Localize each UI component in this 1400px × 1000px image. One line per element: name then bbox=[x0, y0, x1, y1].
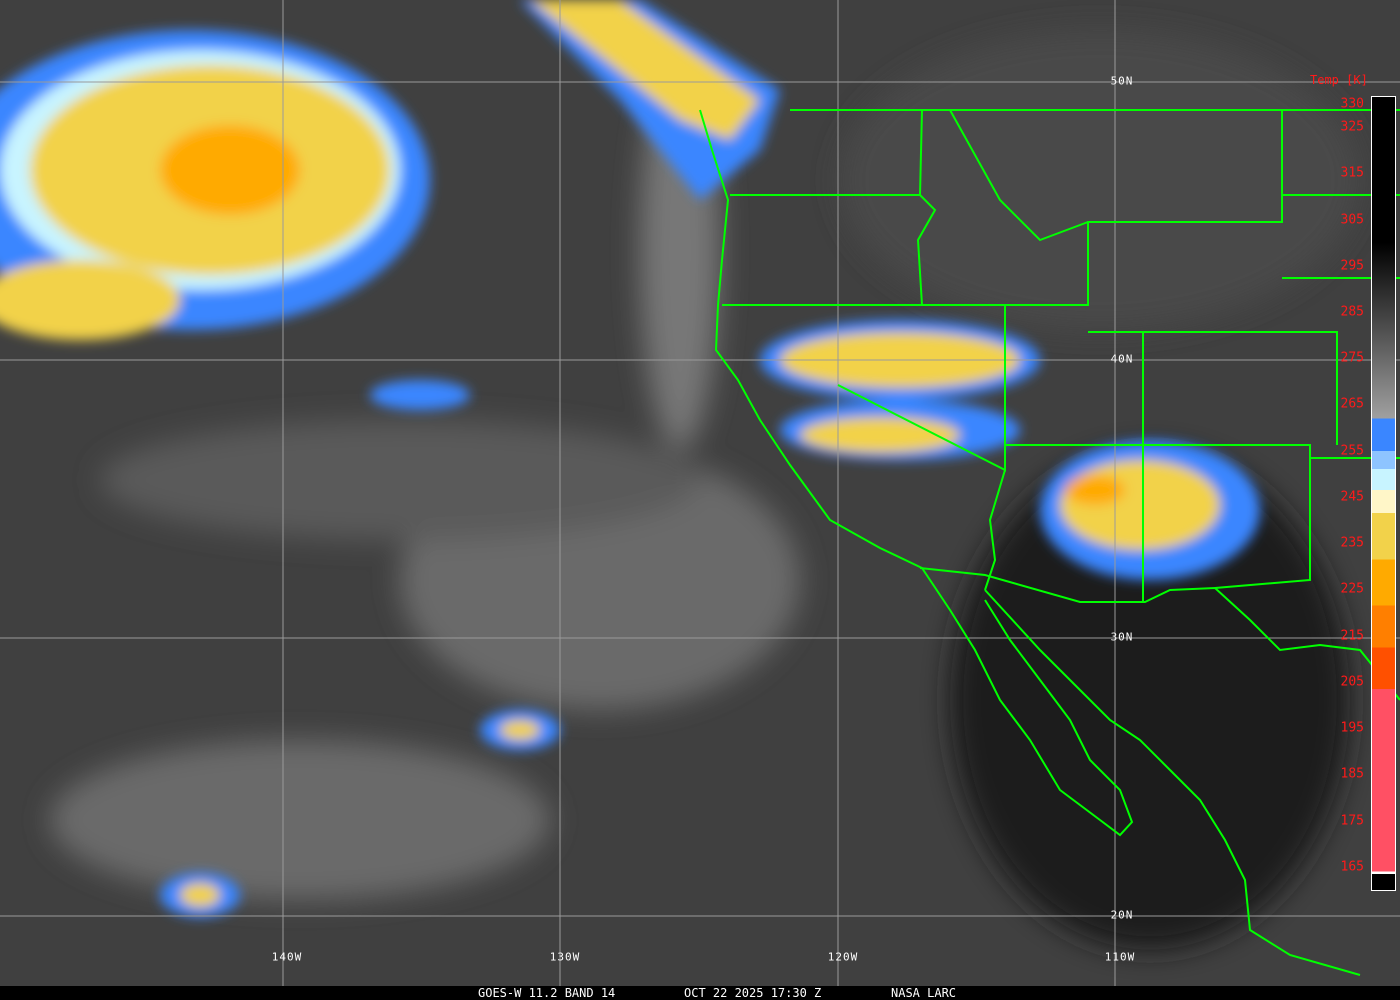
coastline-us bbox=[699, 109, 1134, 837]
lon-label-140w: 140W bbox=[271, 950, 303, 964]
colorbar-tick-label: 285 bbox=[1340, 304, 1364, 320]
footer-bar: GOES-W 11.2 BAND 14 OCT 22 2025 17:30 Z … bbox=[0, 986, 1400, 1000]
colorbar-tick-label: 205 bbox=[1340, 674, 1364, 690]
colorbar-title: Temp [K] bbox=[1310, 73, 1368, 87]
colorbar-tick-label: 225 bbox=[1340, 581, 1364, 597]
colorbar-tick-label: 275 bbox=[1340, 350, 1364, 366]
lat-label-40n: 40N bbox=[1110, 352, 1134, 366]
lon-label-130w: 130W bbox=[549, 950, 581, 964]
lat-label-50n: 50N bbox=[1110, 74, 1134, 88]
colorbar-tick-label: 255 bbox=[1340, 443, 1364, 459]
colorbar-tick-label: 165 bbox=[1340, 859, 1364, 875]
colorbar-tick-label: 330 bbox=[1340, 96, 1364, 112]
colorbar-tick-label: 305 bbox=[1340, 212, 1364, 228]
lon-label-120w: 120W bbox=[827, 950, 859, 964]
lon-label-110w: 110W bbox=[1104, 950, 1136, 964]
footer-source: NASA LARC bbox=[891, 986, 957, 1000]
temperature-colorbar bbox=[1371, 96, 1396, 891]
coastline-mexico bbox=[984, 589, 1361, 976]
lat-label-20n: 20N bbox=[1110, 908, 1134, 922]
colorbar-tick-label: 295 bbox=[1340, 258, 1364, 274]
colorbar-tick-label: 265 bbox=[1340, 396, 1364, 412]
political-borders bbox=[699, 109, 1400, 976]
colorbar-tick-label: 245 bbox=[1340, 489, 1364, 505]
colorbar-tick-label: 235 bbox=[1340, 535, 1364, 551]
cloud-field bbox=[50, 30, 1360, 950]
footer-satellite: GOES-W 11.2 BAND 14 bbox=[478, 986, 616, 1000]
footer-datetime: OCT 22 2025 17:30 Z bbox=[684, 986, 822, 1000]
colorbar-tick-label: 215 bbox=[1340, 628, 1364, 644]
colorbar-tick-label: 185 bbox=[1340, 766, 1364, 782]
colorbar-tick-label: 325 bbox=[1340, 119, 1364, 135]
cold-cloud-tops bbox=[0, 0, 1260, 917]
lat-label-30n: 30N bbox=[1110, 630, 1134, 644]
colorbar-tick-label: 315 bbox=[1340, 165, 1364, 181]
colorbar-tick-label: 175 bbox=[1340, 813, 1364, 829]
colorbar-tick-label: 195 bbox=[1340, 720, 1364, 736]
